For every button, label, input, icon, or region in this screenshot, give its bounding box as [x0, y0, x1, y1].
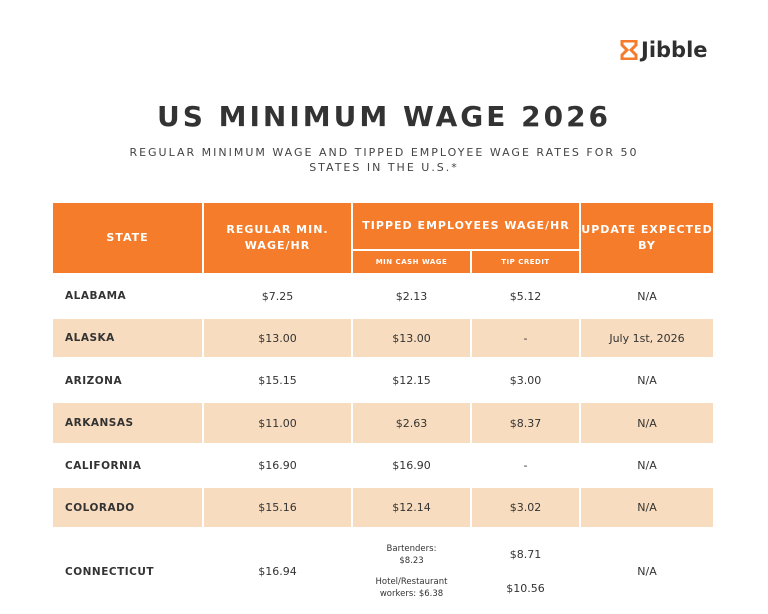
- table-cell: $7.25: [203, 276, 352, 316]
- table-cell: $15.15: [203, 360, 352, 401]
- table-cell: ALASKA: [52, 318, 203, 358]
- table-cell: COLORADO: [52, 487, 203, 528]
- table-cell: $5.12: [471, 276, 580, 316]
- header-cell: TIPPED EMPLOYEES WAGE/HR: [352, 202, 580, 250]
- table-cell: CALIFORNIA: [52, 445, 203, 486]
- table-cell: $12.15: [352, 360, 471, 401]
- table-cell: $12.14: [352, 487, 471, 528]
- table-cell: N/A: [580, 529, 714, 614]
- table-cell: ARIZONA: [52, 360, 203, 401]
- table-cell: $13.00: [352, 318, 471, 358]
- table-cell: CONNECTICUT: [52, 529, 203, 614]
- table-cell: -: [471, 445, 580, 486]
- table-cell: ALABAMA: [52, 276, 203, 316]
- cell-line: $8.71: [509, 548, 542, 562]
- table-cell: $16.94: [203, 529, 352, 614]
- table-cell: $16.90: [352, 445, 471, 486]
- table-cell: N/A: [580, 445, 714, 486]
- table-cell: ARKANSAS: [52, 402, 203, 444]
- header-cell: STATE: [52, 202, 203, 274]
- subtitle: REGULAR MINIMUM WAGE AND TIPPED EMPLOYEE…: [129, 146, 639, 174]
- table-cell: $3.00: [471, 360, 580, 401]
- table-cell: N/A: [580, 360, 714, 401]
- title: US MINIMUM WAGE 2026: [156, 100, 612, 133]
- table-cell: $2.13: [352, 276, 471, 316]
- table-cell: N/A: [580, 276, 714, 316]
- logo: Jibble: [620, 38, 716, 62]
- table-cell: N/A: [580, 402, 714, 444]
- logo-icon: [620, 40, 638, 60]
- table-cell: $15.16: [203, 487, 352, 528]
- table-cell: $8.37: [471, 402, 580, 444]
- table-cell: $11.00: [203, 402, 352, 444]
- table-cell: N/A: [580, 487, 714, 528]
- cell-line: $10.56: [506, 581, 545, 595]
- table-cell: $8.71 $10.56: [471, 529, 580, 614]
- table-cell: July 1st, 2026: [580, 318, 714, 358]
- logo-text: Jibble: [641, 38, 708, 62]
- table-cell: Bartenders: $8.23 Hotel/Restaurant worker…: [352, 529, 471, 614]
- table-cell: $16.90: [203, 445, 352, 486]
- cell-line: Hotel/Restaurant workers: $6.38: [375, 577, 448, 600]
- subheader-cell: MIN CASH WAGE: [352, 250, 471, 274]
- subheader-cell: TIP CREDIT: [471, 250, 580, 274]
- table-cell: -: [471, 318, 580, 358]
- table-cell: $3.02: [471, 487, 580, 528]
- header-cell: REGULAR MIN. WAGE/HR: [203, 202, 352, 274]
- table-cell: $13.00: [203, 318, 352, 358]
- cell-line: Bartenders: $8.23: [386, 543, 437, 566]
- table-cell: $2.63: [352, 402, 471, 444]
- header-cell: UPDATE EXPECTED BY: [580, 202, 714, 274]
